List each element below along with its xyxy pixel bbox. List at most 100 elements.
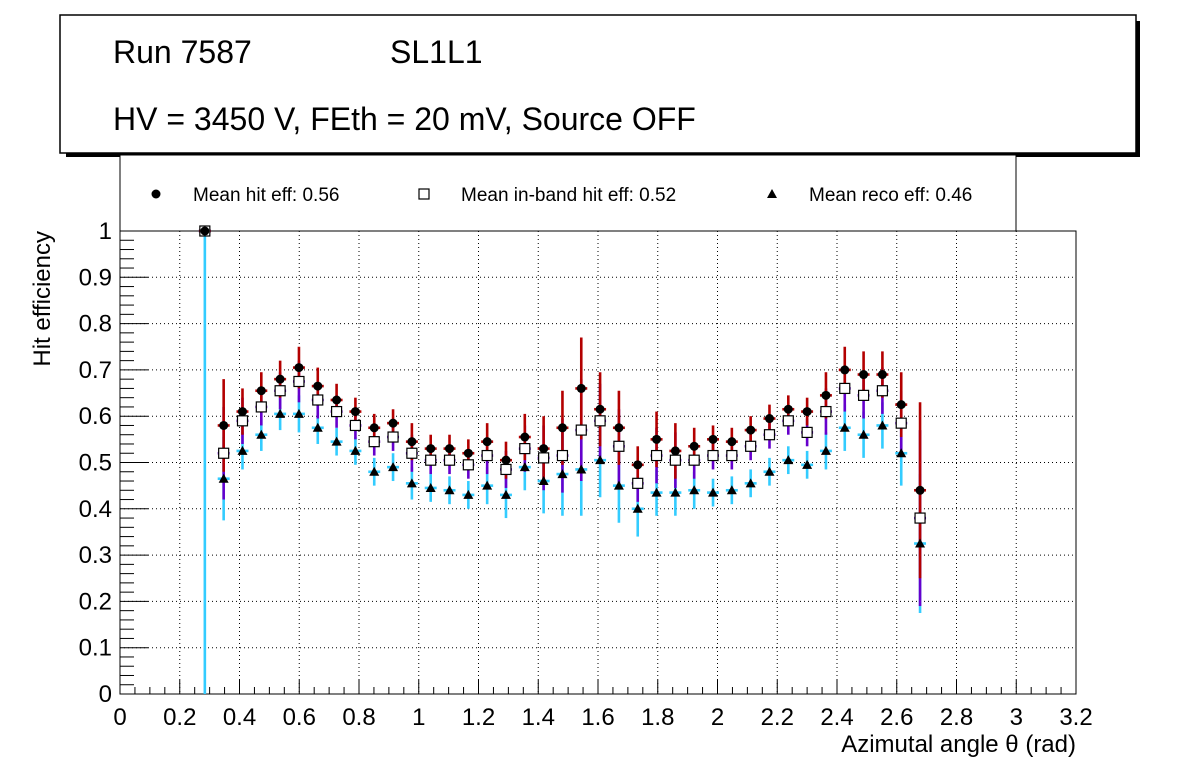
marker-triangle — [764, 466, 775, 476]
marker-square — [255, 401, 267, 413]
data-series — [198, 225, 927, 694]
marker-circle — [332, 395, 342, 405]
marker-circle — [708, 434, 718, 444]
marker-square — [293, 375, 305, 388]
title-box-frame — [59, 14, 1137, 154]
marker-square — [312, 394, 324, 406]
marker-square — [688, 454, 700, 466]
marker-triangle — [576, 464, 587, 474]
marker-triangle — [783, 455, 794, 465]
legend-circle-marker — [151, 189, 161, 199]
marker-circle — [727, 437, 737, 447]
marker-circle — [633, 460, 643, 470]
marker-circle — [426, 444, 436, 454]
x-axis: 0 0.2 0.4 0.6 0.8 1 1.2 1.4 1.6 1.8 2 2.2 2.4 2.6 2.8 3… — [113, 680, 1093, 731]
marker-square — [726, 449, 738, 462]
marker-circle — [313, 381, 323, 391]
x-tick-label: 0.2 — [163, 704, 196, 731]
x-tick-label: 1.8 — [641, 704, 674, 731]
marker-square — [763, 429, 776, 441]
marker-square — [218, 447, 230, 459]
marker-triangle — [331, 436, 342, 446]
legend-inband-label: Mean in-band hit eff: 0.52 — [461, 185, 676, 206]
x-tick-label: 2 — [711, 704, 724, 731]
marker-square — [368, 436, 380, 448]
marker-triangle — [896, 448, 907, 458]
y-tick-label: 0.1 — [79, 635, 112, 662]
marker-triangle — [237, 445, 248, 455]
marker-circle — [689, 441, 699, 451]
marker-square — [330, 405, 343, 418]
marker-circle — [275, 374, 285, 384]
y-axis: 0 0.1 0.2 0.3 0.4 0.5 0.6 0.7 0.8 0.9 1 — [79, 218, 148, 708]
marker-square — [594, 415, 606, 427]
marker-circle — [614, 423, 624, 433]
marker-triangle — [293, 408, 304, 418]
marker-circle — [520, 432, 530, 442]
marker-circle — [652, 434, 662, 444]
marker-square — [575, 424, 587, 436]
marker-triangle — [500, 489, 511, 499]
marker-square — [443, 454, 456, 466]
y-tick-label: 0.4 — [79, 496, 112, 523]
marker-triangle — [519, 462, 530, 472]
y-tick-label: 0.5 — [79, 450, 112, 477]
x-tick-label: 2.2 — [761, 704, 794, 731]
marker-circle — [350, 407, 360, 417]
x-tick-label: 2.8 — [940, 704, 973, 731]
marker-circle — [200, 226, 210, 236]
run-label: Run 7587 — [113, 34, 252, 70]
marker-square — [669, 454, 681, 466]
marker-square — [632, 477, 644, 489]
marker-square — [274, 385, 286, 397]
marker-square — [782, 415, 794, 427]
marker-circle — [557, 423, 567, 433]
marker-square — [650, 449, 663, 462]
x-tick-label: 1 — [412, 704, 425, 731]
x-tick-label: 0.6 — [283, 704, 316, 731]
marker-triangle — [820, 445, 831, 455]
marker-circle — [256, 386, 266, 396]
marker-square — [236, 415, 249, 427]
marker-square — [707, 449, 719, 462]
marker-square — [613, 440, 625, 452]
legend-hit-label: Mean hit eff: 0.56 — [193, 185, 339, 206]
marker-circle — [388, 418, 398, 428]
marker-square — [745, 440, 757, 452]
marker-triangle — [538, 476, 549, 486]
marker-square — [556, 449, 569, 462]
marker-square — [500, 463, 512, 476]
marker-circle — [237, 407, 247, 417]
marker-circle — [896, 400, 906, 410]
layer-label: SL1L1 — [390, 34, 483, 70]
marker-circle — [369, 423, 379, 433]
legend-triangle-marker — [767, 189, 777, 198]
marker-triangle — [406, 478, 417, 488]
marker-triangle — [708, 487, 719, 497]
marker-circle — [219, 420, 229, 430]
legend: Mean hit eff: 0.56 Mean in-band hit eff:… — [119, 154, 1017, 232]
marker-triangle — [275, 408, 286, 418]
x-tick-label: 2.6 — [880, 704, 913, 731]
marker-triangle — [444, 485, 455, 495]
title-box: Run 7587 SL1L1 HV = 3450 V, FEth = 20 mV… — [59, 14, 1140, 157]
x-tick-label: 1.4 — [522, 704, 555, 731]
marker-circle — [915, 485, 925, 495]
legend-reco-label: Mean reco eff: 0.46 — [809, 185, 972, 206]
marker-triangle — [632, 503, 643, 513]
x-tick-label: 3.2 — [1059, 704, 1092, 731]
marker-triangle — [350, 445, 361, 455]
marker-triangle — [312, 422, 323, 432]
legend-frame — [119, 154, 1017, 232]
marker-triangle — [482, 480, 493, 490]
marker-triangle — [689, 485, 700, 495]
marker-circle — [501, 455, 511, 465]
x-tick-label: 0 — [113, 704, 126, 731]
marker-circle — [407, 437, 417, 447]
marker-triangle — [915, 538, 926, 548]
marker-triangle — [557, 469, 568, 479]
legend-square-marker — [418, 188, 430, 200]
marker-square — [895, 417, 907, 429]
marker-square — [425, 454, 437, 466]
